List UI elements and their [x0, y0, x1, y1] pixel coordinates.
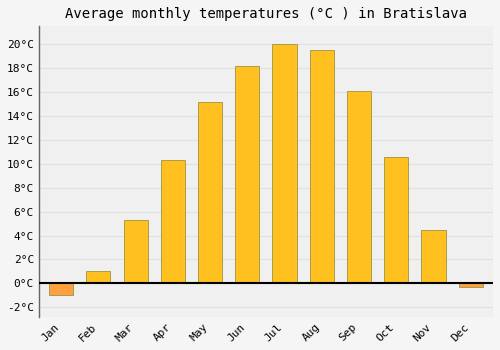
Title: Average monthly temperatures (°C ) in Bratislava: Average monthly temperatures (°C ) in Br… [65, 7, 467, 21]
Bar [86, 271, 110, 284]
Bar [198, 102, 222, 284]
Bar [384, 156, 408, 284]
Bar [458, 284, 483, 287]
Bar [235, 66, 260, 284]
Bar [422, 230, 446, 284]
Bar [272, 44, 296, 284]
Bar [49, 284, 73, 295]
Bar [160, 160, 185, 284]
Bar [310, 50, 334, 284]
Bar [347, 91, 371, 284]
Bar [124, 220, 148, 284]
